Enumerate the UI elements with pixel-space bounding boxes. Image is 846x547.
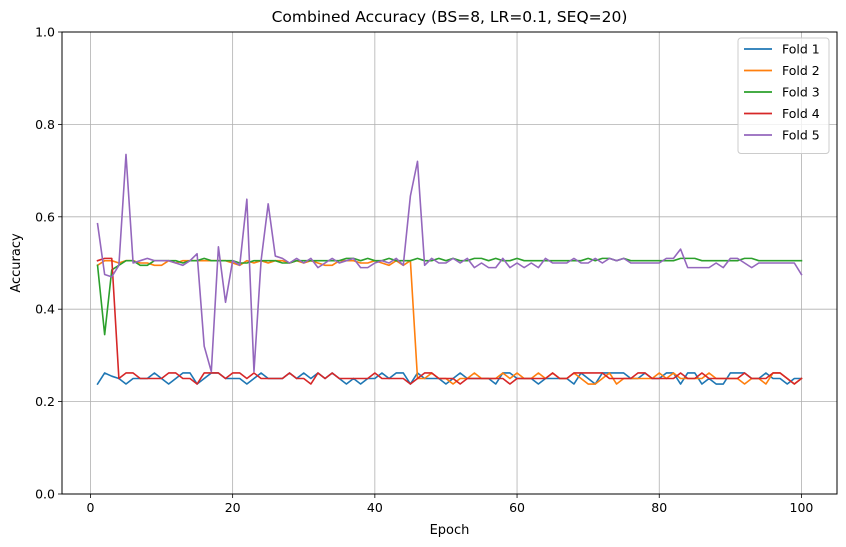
- legend-label: Fold 3: [782, 85, 820, 100]
- legend-label: Fold 4: [782, 106, 820, 121]
- y-tick-label: 0.8: [35, 117, 55, 132]
- y-tick-label: 0.6: [35, 209, 55, 224]
- plot-frame: [61, 31, 838, 495]
- x-tick-label: 40: [367, 500, 383, 515]
- y-tick-label: 1.0: [35, 25, 55, 40]
- y-tick-label: 0.2: [35, 394, 55, 409]
- legend: Fold 1 Fold 2 Fold 3 Fold 4 Fold 5: [737, 37, 830, 154]
- legend-label: Fold 5: [782, 128, 820, 143]
- x-tick-label: 0: [86, 500, 94, 515]
- x-axis-label: Epoch: [430, 523, 470, 538]
- legend-label: Fold 2: [782, 63, 820, 78]
- y-tick-label: 0.4: [35, 302, 55, 317]
- chart-title: Combined Accuracy (BS=8, LR=0.1, SEQ=20): [272, 8, 628, 26]
- y-tick-label: 0.0: [35, 487, 55, 502]
- legend-label: Fold 1: [782, 42, 820, 57]
- series-line-fold-4: [96, 257, 803, 385]
- x-tick-label: 100: [790, 500, 814, 515]
- y-axis-label: Accuracy: [9, 233, 24, 293]
- series-line-fold-5: [96, 153, 803, 373]
- x-tick-label: 60: [509, 500, 525, 515]
- axis-ticks: 0 20 40 60 80 100 0.0 0.2 0.4 0.6 0.8 1.0: [35, 25, 813, 516]
- x-tick-label: 80: [651, 500, 667, 515]
- legend-box: [737, 37, 830, 154]
- x-tick-label: 20: [225, 500, 241, 515]
- series-lines: [96, 153, 803, 386]
